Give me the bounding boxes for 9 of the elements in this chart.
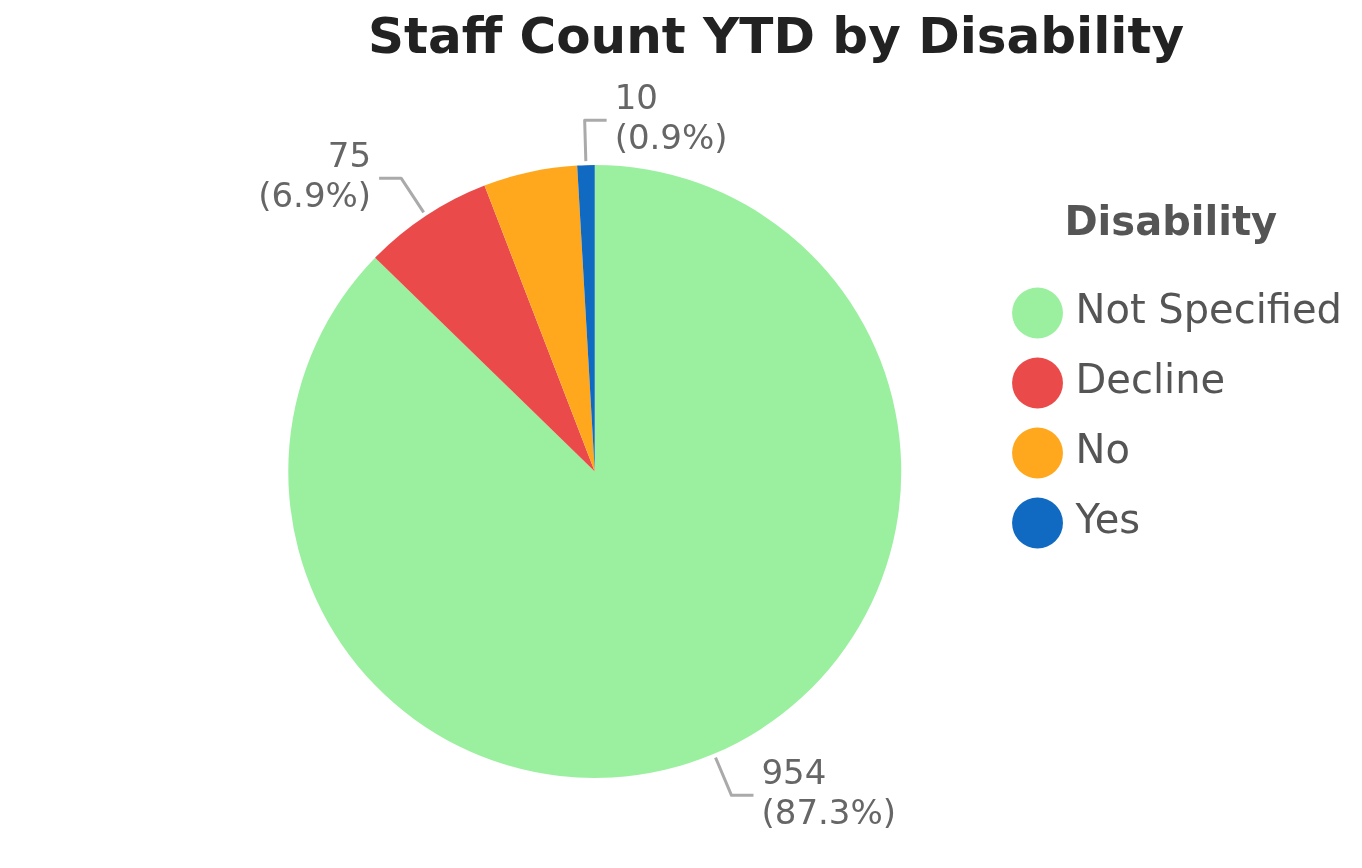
legend-label: Not Specified <box>1075 286 1342 333</box>
legend-label: Decline <box>1075 356 1226 403</box>
legend-label: Yes <box>1074 496 1141 543</box>
data-label: 75 (6.9%) <box>258 134 372 215</box>
legend-label: No <box>1075 426 1130 473</box>
legend-title: Disability <box>1064 198 1278 245</box>
chart-title: Staff Count YTD by Disability <box>368 6 1184 65</box>
data-label: 10 (0.9%) <box>614 76 728 157</box>
data-label: 954 (87.3%) <box>761 752 897 833</box>
